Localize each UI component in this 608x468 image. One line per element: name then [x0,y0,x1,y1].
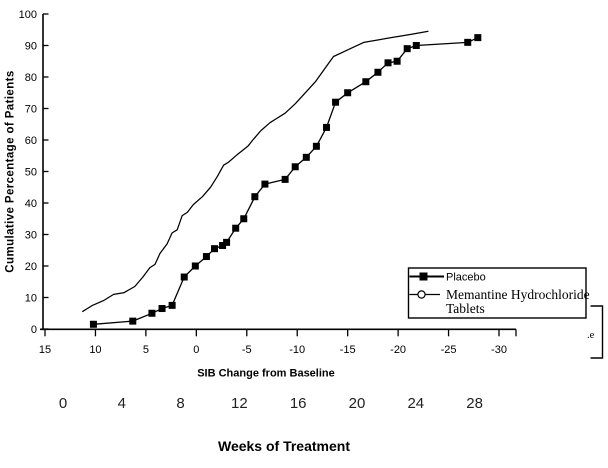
page-edge-bracket [590,305,604,359]
weeks-tick-label: 4 [118,395,126,412]
weeks-tick-label: 16 [290,395,307,412]
legend-placebo-marker [419,272,428,281]
placebo-marker [168,301,176,309]
placebo-marker [281,175,289,183]
placebo-marker [202,253,210,261]
placebo-marker [312,142,320,150]
placebo-marker [223,238,231,246]
x-tick-label: -15 [340,344,356,356]
weeks-axis-title: Weeks of Treatment [218,438,350,454]
placebo-marker [474,34,482,42]
placebo-marker [261,180,269,188]
y-tick-label: 10 [25,293,37,305]
x-axis-title: SIB Change from Baseline [197,368,335,380]
placebo-marker [393,57,401,65]
placebo-marker [129,317,137,325]
placebo-marker [374,68,382,76]
x-tick-label: 15 [39,344,51,356]
y-tick-label: 100 [19,9,37,21]
placebo-marker [240,215,248,223]
y-tick-label: 0 [31,324,37,336]
memantine-series-line [81,30,429,313]
x-tick-label: -30 [491,344,507,356]
x-tick-label: -20 [390,344,406,356]
weeks-tick-label: 20 [349,395,366,412]
placebo-marker [384,59,392,67]
y-tick-label: 60 [25,135,37,147]
placebo-marker [251,193,259,201]
placebo-marker [210,245,218,253]
placebo-marker [219,242,227,250]
placebo-marker [180,273,188,281]
placebo-marker [291,163,299,171]
placebo-marker [344,89,352,97]
placebo-marker [302,153,310,161]
placebo-marker [158,305,166,313]
legend-memantine-label-line2: Tablets [446,301,485,316]
y-tick-label: 30 [25,230,37,242]
y-tick-label: 80 [25,72,37,84]
y-tick-label: 40 [25,198,37,210]
placebo-marker [89,320,97,328]
x-tick-label: 5 [143,344,149,356]
placebo-marker [232,224,240,232]
y-tick-label: 20 [25,261,37,273]
x-tick-label: 10 [89,344,101,356]
placebo-marker [322,123,330,131]
y-tick-label: 70 [25,104,37,116]
weeks-tick-label: 12 [231,395,248,412]
weeks-tick-label: 28 [466,395,483,412]
x-tick-label: 0 [193,344,199,356]
x-tick-label: -10 [289,344,305,356]
y-tick-label: 90 [25,41,37,53]
weeks-tick-label: 0 [59,395,67,412]
x-tick-label: -25 [441,344,457,356]
placebo-marker [191,262,199,270]
placebo-marker [403,45,411,53]
placebo-marker [332,98,340,106]
placebo-marker [362,78,370,86]
legend-placebo-label: Placebo [446,272,486,284]
placebo-marker [148,309,156,317]
placebo-marker [464,38,472,46]
legend-memantine-marker [417,290,426,299]
weeks-tick-label: 24 [407,395,424,412]
page-edge-text-fragment: .e [587,330,595,341]
placebo-marker [412,42,420,49]
x-tick-label: -5 [242,344,252,356]
weeks-tick-label: 8 [176,395,184,412]
y-axis-title: Cumulative Percentage of Patients [5,70,17,272]
y-tick-label: 50 [25,167,37,179]
legend-memantine-label-line1: Memantine Hydrochloride [446,287,590,302]
